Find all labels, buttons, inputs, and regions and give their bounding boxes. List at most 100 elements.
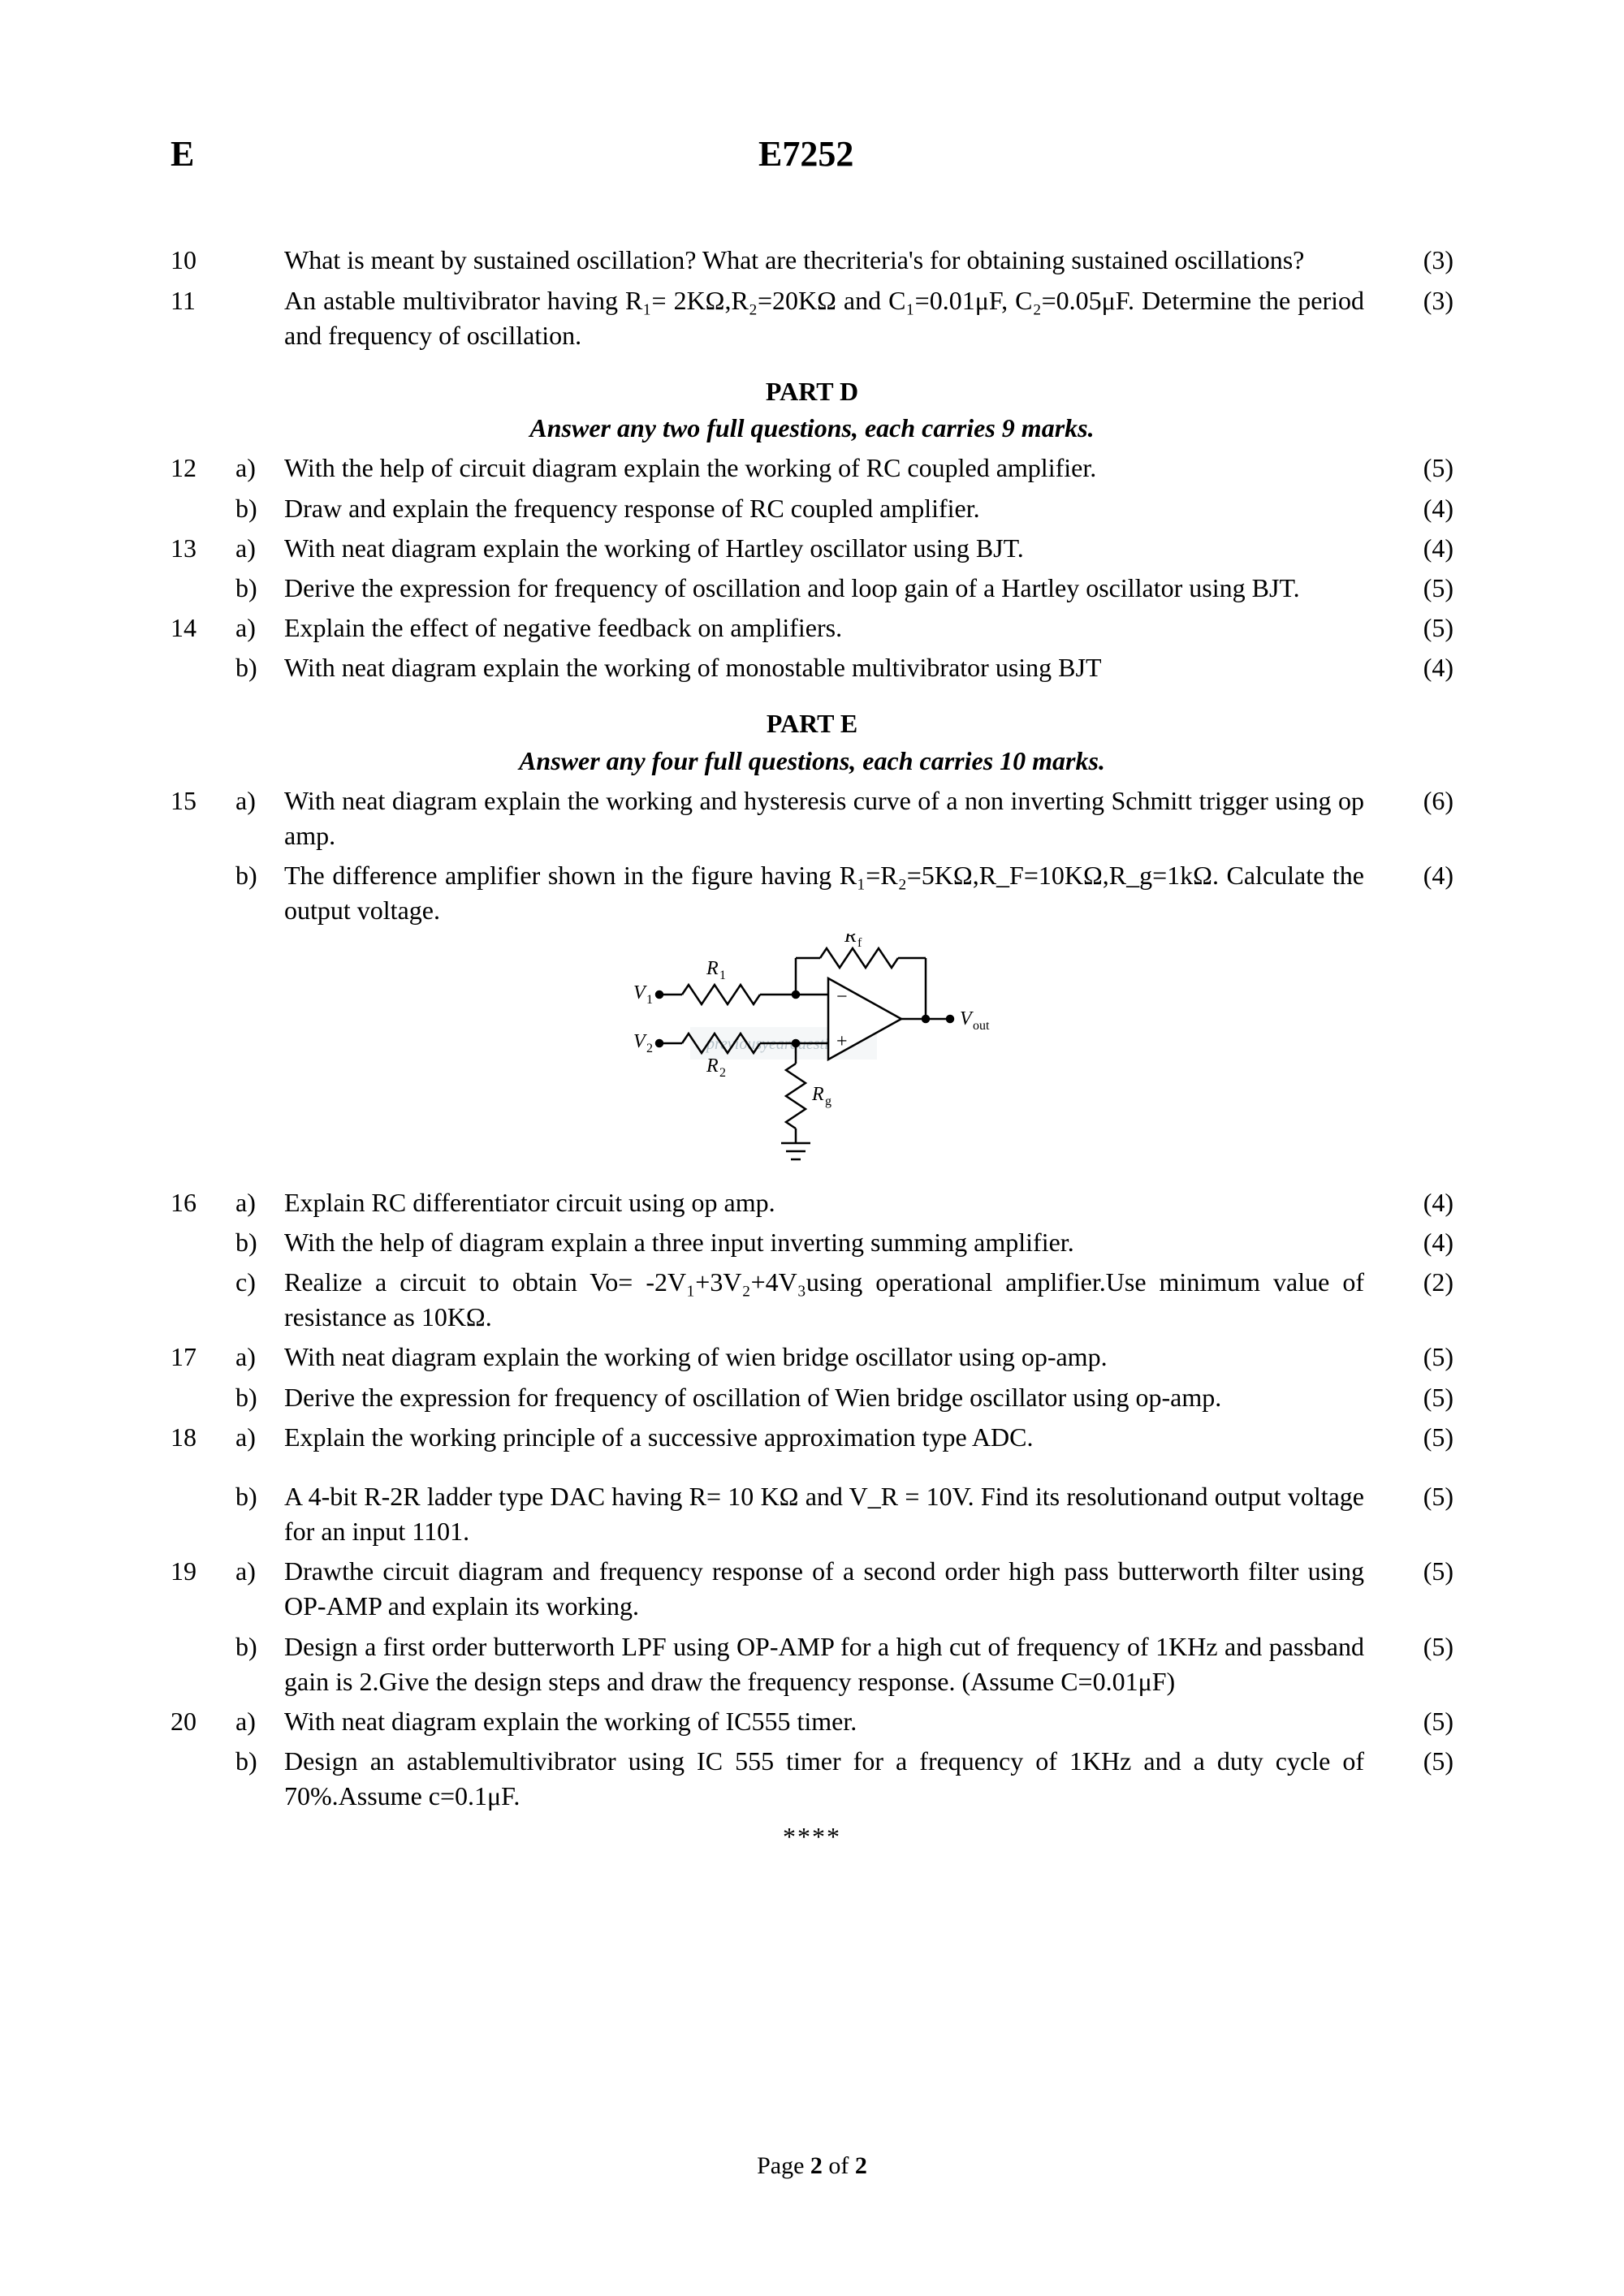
question-text: A 4-bit R-2R ladder type DAC having R= 1… (284, 1479, 1397, 1549)
question-text: The difference amplifier shown in the fi… (284, 858, 1397, 928)
question-text: Explain the effect of negative feedback … (284, 611, 1397, 645)
question-sub: b) (235, 1479, 284, 1514)
page-header: E E7252 (171, 130, 1453, 178)
question-number: 17 (171, 1340, 235, 1375)
part-subtitle: Answer any two full questions, each carr… (171, 411, 1453, 446)
header-left: E (171, 130, 194, 178)
question-text: Draw and explain the frequency response … (284, 491, 1397, 526)
question-row: c) Realize a circuit to obtain Vo= -2V₁+… (171, 1265, 1453, 1335)
question-marks: (5) (1397, 1744, 1453, 1779)
question-sub: b) (235, 650, 284, 685)
svg-text:f: f (857, 936, 862, 950)
svg-text:V: V (633, 1031, 647, 1052)
question-marks: (2) (1397, 1265, 1453, 1300)
svg-text:R: R (706, 958, 719, 979)
question-row: 15 a) With neat diagram explain the work… (171, 783, 1453, 853)
question-marks: (3) (1397, 283, 1453, 318)
question-marks: (3) (1397, 243, 1453, 278)
question-text: With neat diagram explain the working an… (284, 783, 1397, 853)
question-sub: a) (235, 1185, 284, 1220)
question-marks: (5) (1397, 611, 1453, 645)
header-center: E7252 (758, 130, 853, 178)
question-sub: a) (235, 783, 284, 818)
question-row: 16 a) Explain RC differentiator circuit … (171, 1185, 1453, 1220)
question-number: 11 (171, 283, 235, 318)
svg-text:g: g (825, 1094, 831, 1108)
svg-text:−: − (836, 986, 848, 1008)
question-marks: (5) (1397, 1380, 1453, 1415)
question-row: b) Derive the expression for frequency o… (171, 1380, 1453, 1415)
question-marks: (4) (1397, 1225, 1453, 1260)
question-marks: (5) (1397, 1704, 1453, 1739)
question-row: b) Draw and explain the frequency respon… (171, 491, 1453, 526)
svg-text:1: 1 (646, 993, 653, 1007)
svg-text:V: V (960, 1008, 974, 1029)
question-sub: a) (235, 611, 284, 645)
question-text: Realize a circuit to obtain Vo= -2V₁+3V₂… (284, 1265, 1397, 1335)
question-marks: (5) (1397, 1629, 1453, 1664)
question-text: With neat diagram explain the working of… (284, 1704, 1397, 1739)
question-text: Explain RC differentiator circuit using … (284, 1185, 1397, 1220)
question-marks: (4) (1397, 531, 1453, 566)
question-row: b) A 4-bit R-2R ladder type DAC having R… (171, 1479, 1453, 1549)
question-text: Design a first order butterworth LPF usi… (284, 1629, 1397, 1699)
question-marks: (5) (1397, 451, 1453, 486)
question-text: Explain the working principle of a succe… (284, 1420, 1397, 1455)
question-row: b) Design a first order butterworth LPF … (171, 1629, 1453, 1699)
part-title: PART E (171, 706, 1453, 741)
svg-text:+: + (836, 1031, 848, 1052)
question-sub: a) (235, 451, 284, 486)
question-row: b) With the help of diagram explain a th… (171, 1225, 1453, 1260)
svg-text:R: R (844, 934, 857, 947)
page-footer: Page 2 of 2 (0, 2150, 1624, 2183)
question-sub: a) (235, 1704, 284, 1739)
svg-text:V: V (633, 982, 647, 1003)
question-row: b) With neat diagram explain the working… (171, 650, 1453, 685)
part-title: PART D (171, 374, 1453, 409)
question-sub: b) (235, 1225, 284, 1260)
question-number: 18 (171, 1420, 235, 1455)
question-text: What is meant by sustained oscillation? … (284, 243, 1397, 278)
question-row: 10 What is meant by sustained oscillatio… (171, 243, 1453, 278)
question-row: b) The difference amplifier shown in the… (171, 858, 1453, 928)
question-text: With the help of circuit diagram explain… (284, 451, 1397, 486)
question-marks: (4) (1397, 858, 1453, 893)
question-number: 10 (171, 243, 235, 278)
circuit-diagram: previousyearquestions V1 R1 V2 R2 (171, 934, 1453, 1177)
part-subtitle: Answer any four full questions, each car… (171, 744, 1453, 779)
question-row: 13 a) With neat diagram explain the work… (171, 531, 1453, 566)
svg-text:2: 2 (719, 1066, 726, 1080)
question-row: 14 a) Explain the effect of negative fee… (171, 611, 1453, 645)
question-number: 14 (171, 611, 235, 645)
question-marks: (5) (1397, 1420, 1453, 1455)
question-marks: (4) (1397, 650, 1453, 685)
svg-text:R: R (811, 1084, 824, 1105)
question-text: Design an astablemultivibrator using IC … (284, 1744, 1397, 1814)
question-row: 19 a) Drawthe circuit diagram and freque… (171, 1554, 1453, 1624)
header-spacer (1418, 130, 1453, 178)
question-text: An astable multivibrator having R₁= 2KΩ,… (284, 283, 1397, 353)
question-number: 16 (171, 1185, 235, 1220)
svg-text:2: 2 (646, 1042, 653, 1055)
svg-text:1: 1 (719, 969, 726, 982)
question-marks: (4) (1397, 1185, 1453, 1220)
question-sub: c) (235, 1265, 284, 1300)
question-text: With neat diagram explain the working of… (284, 531, 1397, 566)
question-sub: a) (235, 1420, 284, 1455)
question-row: b) Derive the expression for frequency o… (171, 571, 1453, 606)
end-stars: **** (171, 1819, 1453, 1854)
question-row: 17 a) With neat diagram explain the work… (171, 1340, 1453, 1375)
question-sub: a) (235, 1554, 284, 1589)
question-row: 20 a) With neat diagram explain the work… (171, 1704, 1453, 1739)
question-row: 11 An astable multivibrator having R₁= 2… (171, 283, 1453, 353)
question-sub: b) (235, 1629, 284, 1664)
question-text: Derive the expression for frequency of o… (284, 1380, 1397, 1415)
question-row: 12 a) With the help of circuit diagram e… (171, 451, 1453, 486)
question-marks: (5) (1397, 1479, 1453, 1514)
svg-text:out: out (973, 1019, 990, 1033)
question-text: With neat diagram explain the working of… (284, 1340, 1397, 1375)
question-marks: (5) (1397, 571, 1453, 606)
question-row: b) Design an astablemultivibrator using … (171, 1744, 1453, 1814)
question-sub: a) (235, 1340, 284, 1375)
question-text: Derive the expression for frequency of o… (284, 571, 1397, 606)
